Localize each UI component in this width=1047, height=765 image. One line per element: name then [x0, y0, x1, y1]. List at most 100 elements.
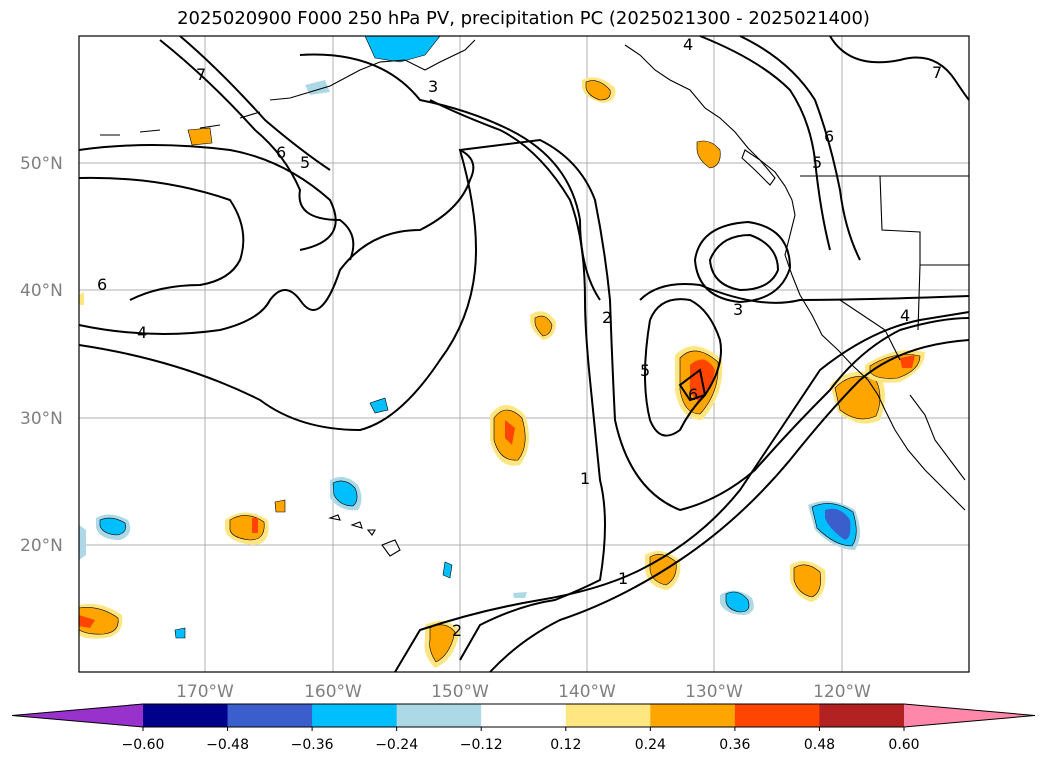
precip-blob [725, 591, 750, 613]
contour-label: 6 [276, 143, 286, 162]
lat-label: 50°N [20, 154, 63, 174]
pv-contour-4-west [78, 149, 475, 335]
colorbar-tick-label: −0.24 [375, 737, 418, 753]
lat-label: 30°N [20, 409, 63, 429]
pv-contour-7-east-ne [829, 35, 970, 101]
pv-contour-5-east-ne [699, 35, 831, 251]
precip-blob [585, 80, 611, 101]
gulf-california-coast [909, 394, 966, 481]
lat-label: 20°N [20, 536, 63, 556]
colorbar-tick-label: −0.60 [122, 737, 165, 753]
map-title: 2025020900 F000 250 hPa PV, precipitatio… [177, 8, 870, 29]
colorbar-tick-label: 0.24 [635, 737, 666, 753]
contour-label: 5 [300, 153, 310, 172]
contour-label: 6 [824, 127, 834, 146]
contour-label: 4 [900, 306, 910, 325]
contour-label: 2 [452, 621, 462, 640]
precip-blob [369, 397, 389, 414]
precip-blob [505, 420, 515, 445]
precip-blob [174, 627, 186, 639]
us-west-coast [784, 214, 886, 411]
contour-labels: 7 3 4 7 6 5 6 5 6 4 2 5 3 4 6 1 1 2 [97, 35, 942, 640]
colorbar: −0.60 −0.48 −0.36 −0.24 −0.12 0.12 0.24 0.36 0.4… [11, 703, 1036, 753]
lon-label: 170°W [176, 682, 234, 702]
precip-blob [429, 624, 456, 663]
map-panel [79, 36, 969, 672]
contour-label: 6 [688, 385, 698, 404]
precip-shading [78, 35, 925, 668]
precip-blob [99, 517, 126, 536]
colorbar-extend-high [904, 704, 1035, 727]
precip-blob [274, 499, 286, 513]
lon-label: 150°W [431, 682, 489, 702]
pv-contour-2-south [489, 339, 970, 673]
pv-contour-2 [78, 138, 970, 512]
pv-contour-6-dip [678, 368, 707, 402]
colorbar-tick-label: −0.12 [460, 737, 503, 753]
lon-label: 140°W [558, 682, 616, 702]
precip-blob [187, 127, 213, 146]
colorbar-segment [481, 704, 567, 727]
contour-label: 7 [932, 63, 942, 82]
pv-contours [78, 35, 970, 673]
longitude-labels: 170°W 160°W 150°W 140°W 130°W 120°W [176, 682, 871, 702]
colorbar-tick-label: −0.48 [206, 737, 249, 753]
precip-blob [252, 518, 258, 533]
pv-contour-1-south [394, 311, 970, 673]
contour-label: 3 [733, 300, 743, 319]
pv-contour-3-ring [708, 233, 780, 292]
precip-blob [793, 564, 821, 598]
pv-contour-5-east [644, 298, 722, 437]
precip-blob [534, 315, 553, 337]
precip-blob [442, 561, 453, 579]
contour-label: 1 [580, 469, 590, 488]
pv-contour-7-nw [179, 35, 331, 171]
contour-label: 4 [137, 323, 147, 342]
lat-label: 40°N [20, 281, 63, 301]
precip-blob [79, 615, 95, 628]
canada-coast [624, 44, 796, 216]
vancouver-island [741, 149, 776, 186]
colorbar-tick-label: 0.12 [550, 737, 581, 753]
contour-label: 1 [618, 569, 628, 588]
alaska-coast [269, 39, 476, 101]
precip-blob [79, 292, 84, 305]
contour-label: 3 [428, 77, 438, 96]
colorbar-segment [565, 704, 651, 727]
pv-contour-6-west [78, 176, 245, 301]
colorbar-segment [396, 704, 482, 727]
map-frame [78, 35, 970, 673]
colorbar-segment [227, 704, 313, 727]
colorbar-extend-low [12, 704, 143, 727]
precip-blob [79, 525, 86, 560]
precip-blob [900, 355, 915, 368]
lon-label: 130°W [685, 682, 743, 702]
lon-label: 120°W [813, 682, 871, 702]
hawaii-islands [328, 514, 401, 557]
pv-contour-5-nw [78, 144, 337, 251]
contour-label: 5 [812, 153, 822, 172]
colorbar-tick-label: −0.36 [291, 737, 334, 753]
precip-blob [229, 515, 265, 541]
colorbar-tick-label: 0.60 [888, 737, 919, 753]
contour-label: 2 [602, 308, 612, 327]
pv-contour-4-ring [693, 220, 792, 304]
baja-coast [884, 409, 966, 511]
colorbar-segment [650, 704, 736, 727]
lon-label: 160°W [304, 682, 362, 702]
contour-label: 6 [97, 275, 107, 294]
pv-contour-6-nw [159, 39, 355, 261]
aleutian-islands [100, 111, 261, 136]
contour-label: 7 [196, 65, 206, 84]
pv-contour-3-east [639, 283, 970, 304]
colorbar-segment [143, 704, 229, 727]
contour-label: 5 [640, 361, 650, 380]
precip-blob [825, 508, 851, 540]
colorbar-tick-label: 0.48 [804, 737, 835, 753]
latitude-labels: 50°N 40°N 30°N 20°N [20, 154, 63, 556]
precip-blob [513, 592, 527, 598]
precip-blob [332, 480, 358, 507]
colorbar-segment [734, 704, 820, 727]
colorbar-segment [312, 704, 398, 727]
precip-blob [696, 140, 721, 169]
